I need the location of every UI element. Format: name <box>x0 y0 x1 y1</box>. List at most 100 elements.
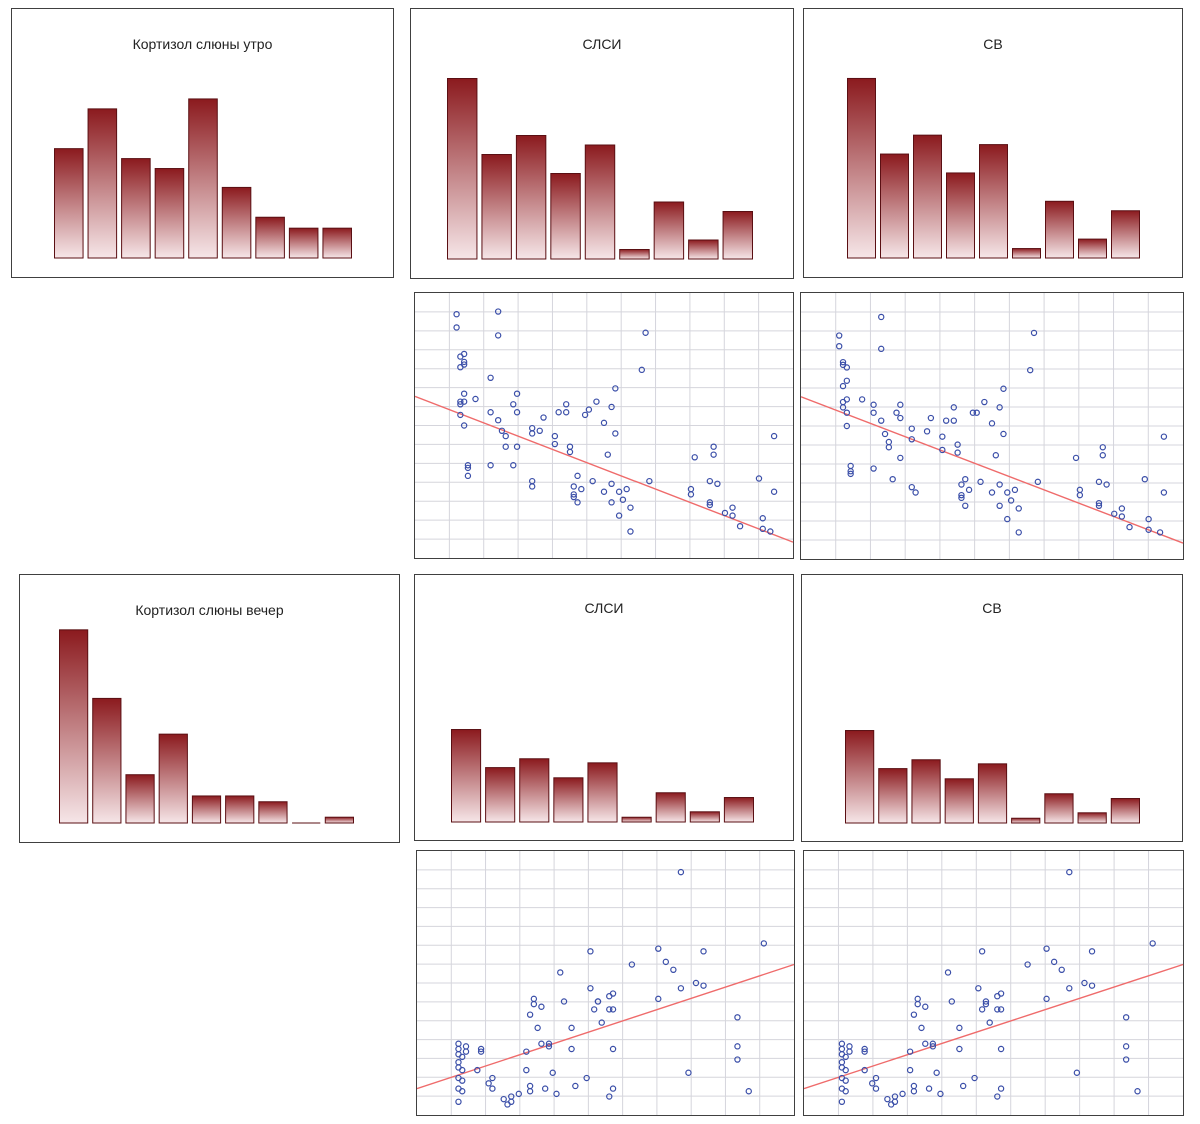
data-point <box>842 1066 849 1074</box>
data-point <box>908 425 915 432</box>
histogram-evening <box>59 629 354 824</box>
data-point <box>1126 523 1133 531</box>
bar <box>92 697 122 824</box>
data-point <box>906 1066 914 1074</box>
data-point <box>560 998 568 1005</box>
data-point <box>734 1043 741 1050</box>
data-point <box>842 1053 849 1061</box>
data-point <box>615 488 623 495</box>
data-point <box>878 417 885 424</box>
data-point <box>1007 497 1015 504</box>
data-point <box>1058 966 1065 974</box>
data-point <box>1015 505 1022 512</box>
data-point <box>1072 454 1080 462</box>
histogram-panel-sv-top: СВ <box>803 8 1183 278</box>
data-point <box>933 1069 940 1076</box>
data-point <box>1088 982 1096 989</box>
data-point <box>455 1040 462 1047</box>
data-point <box>455 1058 462 1066</box>
data-point <box>700 982 707 989</box>
data-point <box>1066 985 1073 992</box>
data-point <box>600 419 608 427</box>
bar <box>913 134 942 259</box>
data-point <box>477 1045 485 1053</box>
trend-line <box>801 396 1184 544</box>
data-point <box>593 398 600 405</box>
data-point <box>502 432 509 440</box>
bar <box>225 795 255 824</box>
bar <box>979 144 1008 259</box>
data-point <box>997 1085 1005 1092</box>
data-point <box>839 382 847 390</box>
data-point <box>1099 444 1106 451</box>
data-point <box>655 995 662 1003</box>
data-point <box>612 430 619 437</box>
data-point <box>568 1045 575 1053</box>
data-point <box>460 358 468 366</box>
data-point <box>981 398 988 406</box>
data-point <box>457 398 464 405</box>
bar <box>1044 793 1074 824</box>
bar <box>689 811 720 823</box>
grid <box>417 851 794 1115</box>
data-point <box>513 390 521 397</box>
data-point <box>939 446 946 454</box>
data-point <box>914 995 921 1003</box>
data-point <box>897 454 904 462</box>
bar <box>519 758 550 823</box>
data-point <box>646 477 653 485</box>
data-point <box>997 1006 1005 1013</box>
bar <box>1012 248 1041 259</box>
data-point <box>453 311 460 318</box>
data-point <box>971 1074 978 1082</box>
data-point <box>958 481 965 488</box>
chart-title: СЛСИ <box>582 36 622 52</box>
bar <box>188 98 218 259</box>
data-point <box>1026 366 1034 374</box>
data-point <box>869 1080 876 1087</box>
data-point <box>929 1043 937 1050</box>
data-point <box>612 385 619 392</box>
grid <box>801 293 1183 559</box>
data-point <box>842 1088 849 1095</box>
data-point <box>572 1082 579 1090</box>
data-point <box>923 428 931 435</box>
data-point <box>899 1090 906 1098</box>
bar <box>688 239 719 260</box>
data-point <box>677 985 685 992</box>
data-point <box>1015 529 1022 536</box>
data-point <box>839 358 847 366</box>
data-point <box>1011 486 1019 494</box>
data-point <box>906 1048 914 1055</box>
data-point <box>925 1085 933 1092</box>
data-point <box>885 444 893 451</box>
histogram-panel-morning: Кортизол слюны утро <box>11 8 394 278</box>
data-point <box>460 350 468 358</box>
data-point <box>462 1043 470 1050</box>
data-point <box>526 1088 534 1095</box>
data-point <box>846 1043 853 1050</box>
data-point <box>574 472 581 480</box>
data-point <box>1004 489 1011 496</box>
histogram-sv-top <box>847 77 1140 259</box>
data-point <box>846 1048 853 1055</box>
data-point <box>500 1095 507 1103</box>
data-point <box>1134 1088 1141 1095</box>
data-point <box>526 1011 534 1018</box>
data-point <box>1118 505 1126 512</box>
data-point <box>574 499 581 506</box>
data-point <box>847 468 854 475</box>
data-point <box>843 377 851 384</box>
data-point <box>1043 995 1050 1003</box>
data-point <box>460 361 468 368</box>
data-point <box>872 1074 880 1082</box>
bar <box>723 797 754 823</box>
data-point <box>598 1019 605 1026</box>
data-point <box>842 1077 849 1084</box>
histogram-panel-sv-bottom: СВ <box>801 574 1183 842</box>
data-point <box>523 1048 530 1055</box>
trend-line <box>415 395 794 543</box>
data-point <box>1149 940 1156 947</box>
bar <box>59 629 89 824</box>
data-point <box>662 958 670 966</box>
